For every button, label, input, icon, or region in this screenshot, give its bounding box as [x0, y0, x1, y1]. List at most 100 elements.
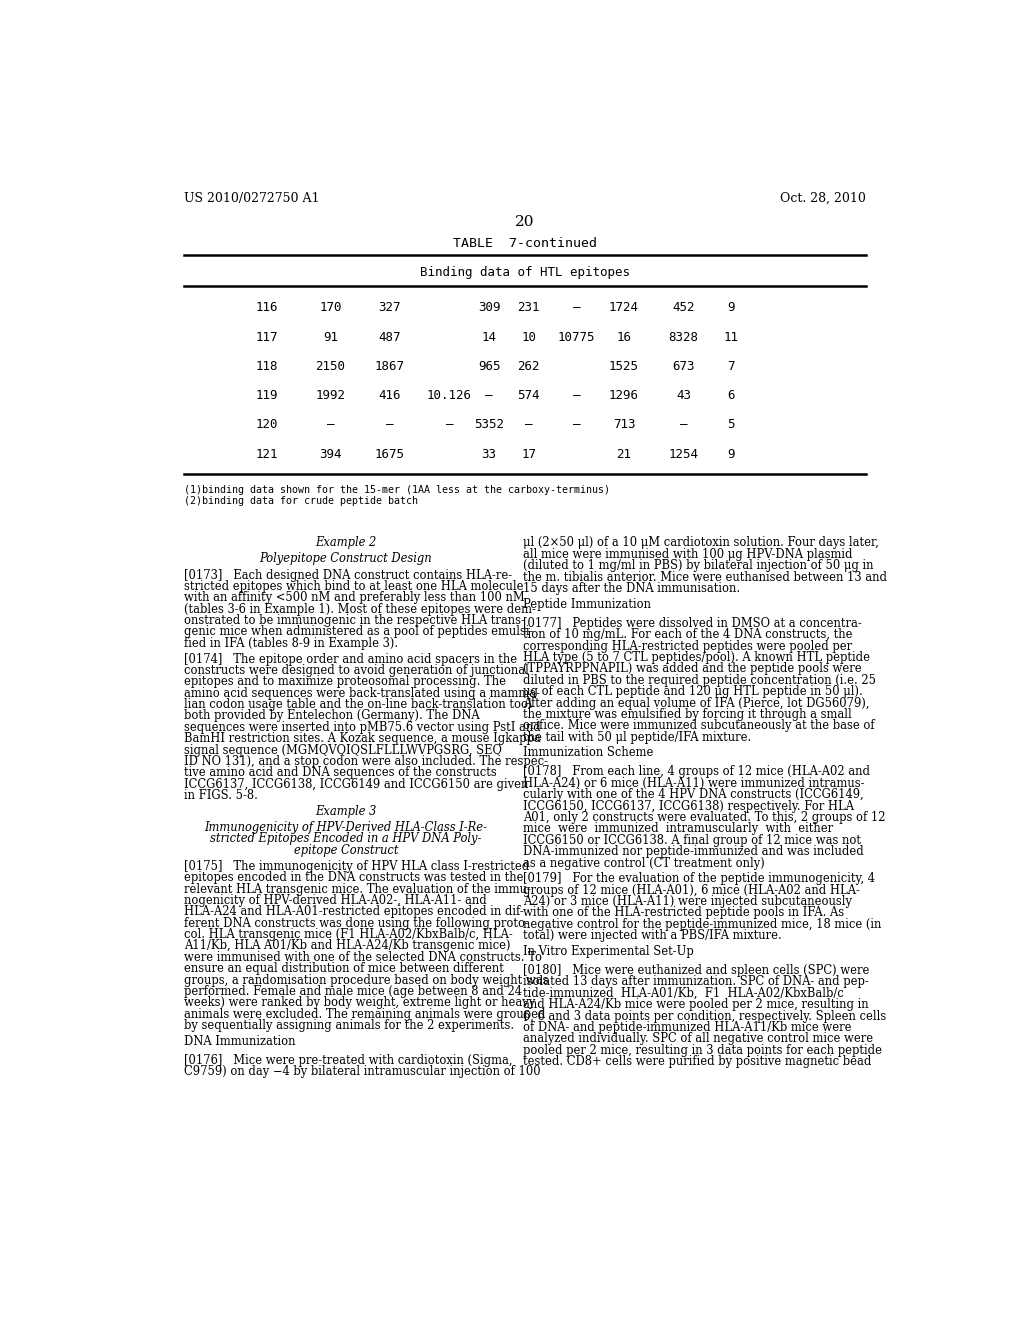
Text: 120: 120	[256, 418, 279, 432]
Text: 1675: 1675	[375, 447, 404, 461]
Text: stricted Epitopes Encoded in a HPV DNA Poly-: stricted Epitopes Encoded in a HPV DNA P…	[210, 833, 481, 845]
Text: 6: 6	[727, 389, 735, 403]
Text: with one of the HLA-restricted peptide pools in IFA. As: with one of the HLA-restricted peptide p…	[523, 907, 845, 920]
Text: [0174]   The epitope order and amino acid spacers in the: [0174] The epitope order and amino acid …	[183, 652, 517, 665]
Text: Peptide Immunization: Peptide Immunization	[523, 598, 651, 611]
Text: —: —	[572, 418, 581, 432]
Text: all mice were immunised with 100 μg HPV-DNA plasmid: all mice were immunised with 100 μg HPV-…	[523, 548, 853, 561]
Text: DNA-immunized nor peptide-immunized and was included: DNA-immunized nor peptide-immunized and …	[523, 845, 864, 858]
Text: [0175]   The immunogenicity of HPV HLA class I-restricted: [0175] The immunogenicity of HPV HLA cla…	[183, 859, 529, 873]
Text: [0177]   Peptides were dissolved in DMSO at a concentra-: [0177] Peptides were dissolved in DMSO a…	[523, 616, 862, 630]
Text: corresponding HLA-restricted peptides were pooled per: corresponding HLA-restricted peptides we…	[523, 640, 852, 652]
Text: ICCG6150, ICCG6137, ICCG6138) respectively. For HLA: ICCG6150, ICCG6137, ICCG6138) respective…	[523, 800, 854, 813]
Text: were immunised with one of the selected DNA constructs. To: were immunised with one of the selected …	[183, 950, 542, 964]
Text: Immunization Scheme: Immunization Scheme	[523, 746, 653, 759]
Text: signal sequence (MGMQVQIQSLFLLLWVPGSRG, SEQ: signal sequence (MGMQVQIQSLFLLLWVPGSRG, …	[183, 743, 502, 756]
Text: Polyepitope Construct Design: Polyepitope Construct Design	[259, 553, 432, 565]
Text: HLA type (5 to 7 CTL peptides/pool). A known HTL peptide: HLA type (5 to 7 CTL peptides/pool). A k…	[523, 651, 870, 664]
Text: sequences were inserted into pMB75.6 vector using PstI and: sequences were inserted into pMB75.6 vec…	[183, 721, 541, 734]
Text: by sequentially assigning animals for the 2 experiments.: by sequentially assigning animals for th…	[183, 1019, 514, 1032]
Text: 17: 17	[521, 447, 537, 461]
Text: 713: 713	[612, 418, 635, 432]
Text: 7: 7	[727, 360, 735, 372]
Text: and HLA-A24/Kb mice were pooled per 2 mice, resulting in: and HLA-A24/Kb mice were pooled per 2 mi…	[523, 998, 869, 1011]
Text: C9759) on day −4 by bilateral intramuscular injection of 100: C9759) on day −4 by bilateral intramuscu…	[183, 1065, 541, 1078]
Text: 1296: 1296	[609, 389, 639, 403]
Text: analyzed individually. SPC of all negative control mice were: analyzed individually. SPC of all negati…	[523, 1032, 873, 1045]
Text: 452: 452	[673, 301, 694, 314]
Text: ferent DNA constructs was done using the following proto-: ferent DNA constructs was done using the…	[183, 916, 528, 929]
Text: tive amino acid and DNA sequences of the constructs: tive amino acid and DNA sequences of the…	[183, 767, 497, 780]
Text: 574: 574	[517, 389, 540, 403]
Text: orifice. Mice were immunized subcutaneously at the base of: orifice. Mice were immunized subcutaneou…	[523, 719, 874, 733]
Text: negative control for the peptide-immunized mice, 18 mice (in: negative control for the peptide-immuniz…	[523, 917, 882, 931]
Text: diluted in PBS to the required peptide concentration (i.e. 25: diluted in PBS to the required peptide c…	[523, 673, 877, 686]
Text: [0173]   Each designed DNA construct contains HLA-re-: [0173] Each designed DNA construct conta…	[183, 569, 512, 582]
Text: 117: 117	[256, 330, 279, 343]
Text: groups of 12 mice (HLA-A01), 6 mice (HLA-A02 and HLA-: groups of 12 mice (HLA-A01), 6 mice (HLA…	[523, 883, 860, 896]
Text: 15 days after the DNA immunisation.: 15 days after the DNA immunisation.	[523, 582, 740, 595]
Text: μl (2×50 μl) of a 10 μM cardiotoxin solution. Four days later,: μl (2×50 μl) of a 10 μM cardiotoxin solu…	[523, 536, 880, 549]
Text: (tables 3-6 in Example 1). Most of these epitopes were dem-: (tables 3-6 in Example 1). Most of these…	[183, 603, 536, 615]
Text: constructs were designed to avoid generation of junctional: constructs were designed to avoid genera…	[183, 664, 528, 677]
Text: —: —	[386, 418, 393, 432]
Text: 11: 11	[724, 330, 738, 343]
Text: 121: 121	[256, 447, 279, 461]
Text: 20: 20	[515, 215, 535, 228]
Text: the tail with 50 μl peptide/IFA mixture.: the tail with 50 μl peptide/IFA mixture.	[523, 731, 752, 743]
Text: —: —	[572, 389, 581, 403]
Text: 2150: 2150	[315, 360, 345, 372]
Text: ICCG6137, ICCG6138, ICCG6149 and ICCG6150 are given: ICCG6137, ICCG6138, ICCG6149 and ICCG615…	[183, 777, 528, 791]
Text: amino acid sequences were back-translated using a mamma-: amino acid sequences were back-translate…	[183, 686, 540, 700]
Text: onstrated to be immunogenic in the respective HLA trans-: onstrated to be immunogenic in the respe…	[183, 614, 524, 627]
Text: 1867: 1867	[375, 360, 404, 372]
Text: isolated 13 days after immunization. SPC of DNA- and pep-: isolated 13 days after immunization. SPC…	[523, 975, 869, 989]
Text: [0178]   From each line, 4 groups of 12 mice (HLA-A02 and: [0178] From each line, 4 groups of 12 mi…	[523, 766, 870, 779]
Text: 10: 10	[521, 330, 537, 343]
Text: 487: 487	[379, 330, 401, 343]
Text: ensure an equal distribution of mice between different: ensure an equal distribution of mice bet…	[183, 962, 504, 975]
Text: 116: 116	[256, 301, 279, 314]
Text: 965: 965	[478, 360, 501, 372]
Text: 118: 118	[256, 360, 279, 372]
Text: —: —	[680, 418, 687, 432]
Text: 394: 394	[319, 447, 342, 461]
Text: 1254: 1254	[669, 447, 698, 461]
Text: Oct. 28, 2010: Oct. 28, 2010	[780, 191, 866, 205]
Text: 14: 14	[481, 330, 497, 343]
Text: lian codon usage table and the on-line back-translation tool: lian codon usage table and the on-line b…	[183, 698, 531, 711]
Text: [0179]   For the evaluation of the peptide immunogenicity, 4: [0179] For the evaluation of the peptide…	[523, 873, 876, 886]
Text: 416: 416	[379, 389, 401, 403]
Text: 5352: 5352	[474, 418, 504, 432]
Text: Example 2: Example 2	[315, 536, 377, 549]
Text: ICCG6150 or ICCG6138. A final group of 12 mice was not: ICCG6150 or ICCG6138. A final group of 1…	[523, 834, 861, 847]
Text: with an affinity <500 nM and preferably less than 100 nM: with an affinity <500 nM and preferably …	[183, 591, 524, 605]
Text: of DNA- and peptide-immunized HLA-A11/Kb mice were: of DNA- and peptide-immunized HLA-A11/Kb…	[523, 1020, 852, 1034]
Text: 309: 309	[478, 301, 501, 314]
Text: 33: 33	[481, 447, 497, 461]
Text: tide-immunized  HLA-A01/Kb,  F1  HLA-A02/KbxBalb/c: tide-immunized HLA-A01/Kb, F1 HLA-A02/Kb…	[523, 987, 844, 999]
Text: 5: 5	[727, 418, 735, 432]
Text: relevant HLA transgenic mice. The evaluation of the immu-: relevant HLA transgenic mice. The evalua…	[183, 883, 530, 895]
Text: 327: 327	[379, 301, 401, 314]
Text: groups, a randomisation procedure based on body weight was: groups, a randomisation procedure based …	[183, 974, 548, 986]
Text: 21: 21	[616, 447, 632, 461]
Text: 91: 91	[323, 330, 338, 343]
Text: (2)binding data for crude peptide batch: (2)binding data for crude peptide batch	[183, 496, 418, 507]
Text: nogenicity of HPV-derived HLA-A02-, HLA-A11- and: nogenicity of HPV-derived HLA-A02-, HLA-…	[183, 894, 486, 907]
Text: fied in IFA (tables 8-9 in Example 3).: fied in IFA (tables 8-9 in Example 3).	[183, 636, 398, 649]
Text: 262: 262	[517, 360, 540, 372]
Text: 10.126: 10.126	[427, 389, 472, 403]
Text: HLA-A24) or 6 mice (HLA-A11) were immunized intramus-: HLA-A24) or 6 mice (HLA-A11) were immuni…	[523, 777, 864, 789]
Text: epitopes encoded in the DNA constructs was tested in the: epitopes encoded in the DNA constructs w…	[183, 871, 523, 884]
Text: 10775: 10775	[558, 330, 595, 343]
Text: 43: 43	[676, 389, 691, 403]
Text: genic mice when administered as a pool of peptides emulsi-: genic mice when administered as a pool o…	[183, 626, 534, 639]
Text: —: —	[445, 418, 454, 432]
Text: —: —	[485, 389, 493, 403]
Text: [0176]   Mice were pre-treated with cardiotoxin (Sigma,: [0176] Mice were pre-treated with cardio…	[183, 1053, 512, 1067]
Text: 9: 9	[727, 301, 735, 314]
Text: 8328: 8328	[669, 330, 698, 343]
Text: as a negative control (CT treatment only): as a negative control (CT treatment only…	[523, 857, 765, 870]
Text: (diluted to 1 mg/ml in PBS) by bilateral injection of 50 μg in: (diluted to 1 mg/ml in PBS) by bilateral…	[523, 560, 873, 573]
